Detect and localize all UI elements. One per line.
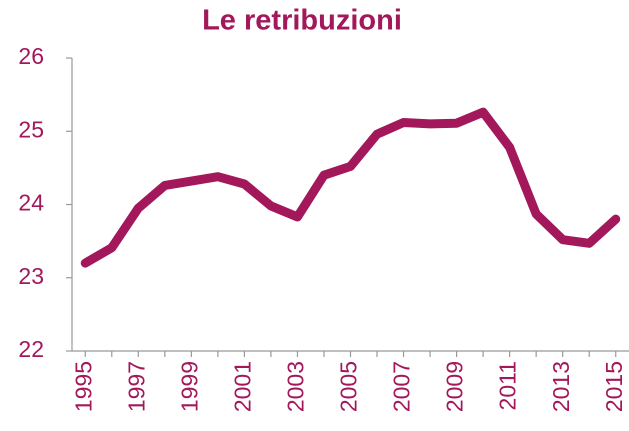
x-tick-label: 1999 xyxy=(176,361,202,412)
y-tick-label: 22 xyxy=(18,336,44,362)
x-tick-label: 1997 xyxy=(123,361,149,412)
x-tick-label: 2015 xyxy=(601,361,627,412)
y-tick-label: 23 xyxy=(18,263,44,289)
x-tick-label: 2005 xyxy=(336,361,362,412)
chart-title: Le retribuzioni xyxy=(202,5,402,37)
line xyxy=(80,107,621,268)
x-tick-label: 2011 xyxy=(495,361,521,410)
y-tick-label: 25 xyxy=(18,116,44,142)
x-tick-label: 2001 xyxy=(229,361,255,412)
y-tick-label: 24 xyxy=(18,190,44,216)
x-tick-label: 2009 xyxy=(442,361,468,412)
x-tick-label: 2007 xyxy=(389,361,415,412)
x-tick-label: 1995 xyxy=(70,361,96,412)
x-tick-label: 2013 xyxy=(548,361,574,412)
x-tick-label: 2003 xyxy=(283,361,309,412)
y-tick-label: 26 xyxy=(18,43,44,69)
